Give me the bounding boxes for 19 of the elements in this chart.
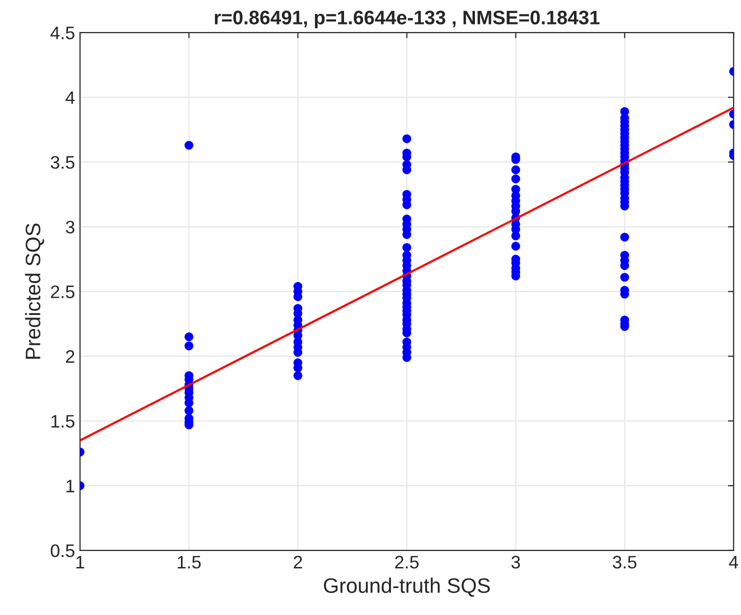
- x-tick-label: 4: [728, 556, 738, 568]
- y-tick-label: 2.5: [50, 285, 74, 298]
- x-tick-label: 3: [511, 556, 520, 569]
- y-axis-title: Predicted SQS: [25, 224, 44, 359]
- y-tick-label: 4.5: [50, 26, 74, 40]
- y-tick-label: 1.5: [51, 415, 74, 428]
- x-tick-label: 3.5: [612, 556, 636, 569]
- y-tick-label: 3: [66, 220, 74, 234]
- y-tick-label: 3.5: [50, 156, 74, 169]
- y-tick-label: 4: [66, 91, 75, 104]
- x-tick-label: 2: [294, 556, 302, 568]
- chart-title: r=0.86491, p=1.6644e-133 , NMSE=0.18431: [214, 10, 600, 28]
- y-tick-label: 1: [66, 480, 74, 492]
- y-tick-label: 0.5: [50, 544, 74, 558]
- x-axis-title: Ground-truth SQS: [324, 578, 490, 597]
- x-tick-label: 2.5: [395, 556, 419, 569]
- y-tick-label: 2: [66, 350, 74, 363]
- x-tick-label: 1: [76, 556, 84, 568]
- x-tick-label: 1.5: [178, 556, 201, 569]
